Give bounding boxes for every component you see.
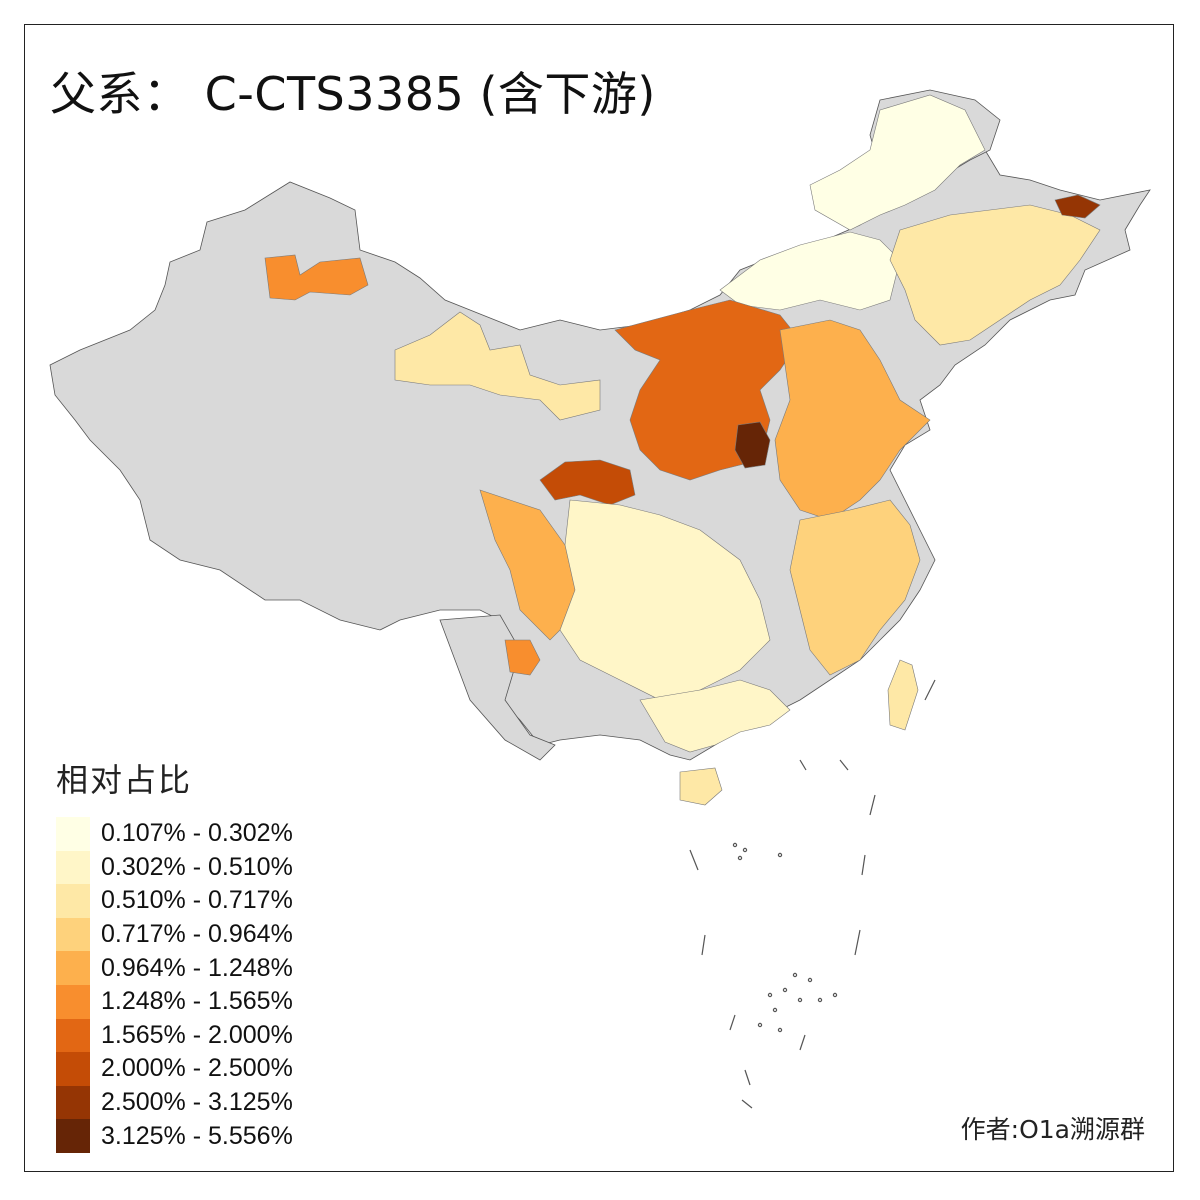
legend-swatch: [56, 850, 90, 885]
legend-label: 0.107% - 0.302%: [101, 819, 293, 848]
legend-swatch: [56, 1018, 90, 1053]
island-dot: [737, 855, 743, 861]
legend-swatch: [56, 1052, 90, 1086]
legend-rows: 0.107% - 0.302% 0.302% - 0.510% 0.510% - 0…: [56, 817, 293, 1153]
legend-item: 2.000% - 2.500%: [56, 1052, 293, 1086]
boundary-dash: [799, 759, 807, 771]
island-dot: [757, 1022, 763, 1028]
legend-label: 0.302% - 0.510%: [101, 852, 293, 881]
legend-item: 0.107% - 0.302%: [56, 817, 293, 851]
legend-label: 1.565% - 2.000%: [101, 1020, 293, 1049]
boundary-dash: [701, 934, 706, 956]
boundary-dash: [744, 1069, 751, 1086]
legend-item: 2.500% - 3.125%: [56, 1085, 293, 1120]
island-dot: [742, 847, 748, 853]
region-qinghai-gansu-north: [394, 311, 601, 421]
no-data-region: [439, 614, 556, 761]
island-dot: [732, 842, 738, 848]
island-dot: [817, 997, 823, 1003]
legend-item: 0.302% - 0.510%: [56, 850, 293, 885]
legend-swatch: [56, 1119, 90, 1153]
region-liaoning-jilin: [889, 204, 1101, 346]
legend-item: 0.964% - 1.248%: [56, 951, 293, 985]
region-north-xinjiang-spot: [264, 254, 369, 301]
island-dot: [807, 977, 813, 983]
boundary-dash: [741, 1099, 753, 1109]
legend-title: 相对占比: [56, 761, 193, 799]
map-title: 父系： C-CTS3385 (含下游): [50, 67, 656, 121]
region-taiwan: [887, 659, 919, 731]
data-regions: [264, 94, 1101, 806]
boundary-dash: [869, 794, 876, 816]
legend-label: 0.510% - 0.717%: [101, 886, 293, 915]
boundary-dash: [729, 1014, 736, 1031]
legend-label: 0.717% - 0.964%: [101, 920, 293, 949]
legend-item: 0.717% - 0.964%: [56, 917, 293, 952]
boundary-dash: [799, 1034, 806, 1051]
region-south-china: [639, 679, 791, 753]
south-sea-islands: [689, 679, 936, 1109]
legend-item: 1.565% - 2.000%: [56, 1018, 293, 1053]
region-east-coast: [789, 499, 921, 676]
legend-swatch: [56, 1085, 90, 1120]
region-sichuan-yunnan: [559, 499, 771, 701]
legend-item: 1.248% - 1.565%: [56, 984, 293, 1019]
island-dot: [777, 852, 783, 858]
region-north-china-plain: [774, 319, 931, 521]
region-inner-mongolia-central: [719, 231, 901, 311]
island-dot: [797, 997, 803, 1003]
legend-item: 3.125% - 5.556%: [56, 1119, 293, 1153]
boundary-dash: [689, 849, 699, 871]
legend-label: 2.500% - 3.125%: [101, 1088, 293, 1117]
legend-swatch: [56, 917, 90, 952]
island-dot: [792, 972, 798, 978]
legend-label: 2.000% - 2.500%: [101, 1054, 293, 1083]
legend-swatch: [56, 951, 90, 985]
region-yunnan-spot: [504, 639, 541, 676]
legend-label: 1.248% - 1.565%: [101, 987, 293, 1016]
author-credit: 作者:O1a溯源群: [960, 1115, 1145, 1144]
region-hainan: [679, 767, 723, 806]
legend-swatch: [56, 817, 90, 851]
boundary-dash: [861, 854, 866, 876]
island-dot: [832, 992, 838, 998]
region-heilongjiang-east: [1054, 194, 1101, 219]
region-northeast-north: [809, 94, 986, 231]
island-dot: [782, 987, 788, 993]
legend-swatch: [56, 984, 90, 1019]
island-dot: [772, 1007, 778, 1013]
boundary-dash: [839, 759, 849, 771]
region-gansu-qinghai-south: [539, 459, 636, 506]
legend-item: 0.510% - 0.717%: [56, 884, 293, 918]
boundary-dash: [854, 929, 861, 956]
island-dot: [777, 1027, 783, 1033]
legend-label: 0.964% - 1.248%: [101, 953, 293, 982]
legend-swatch: [56, 884, 90, 918]
region-shanxi-core: [734, 421, 771, 469]
island-dot: [767, 992, 773, 998]
boundary-dash: [924, 679, 936, 701]
legend-label: 3.125% - 5.556%: [101, 1121, 293, 1150]
legend: 相对占比 0.107% - 0.302% 0.302% - 0.510% 0.510…: [56, 755, 293, 1153]
